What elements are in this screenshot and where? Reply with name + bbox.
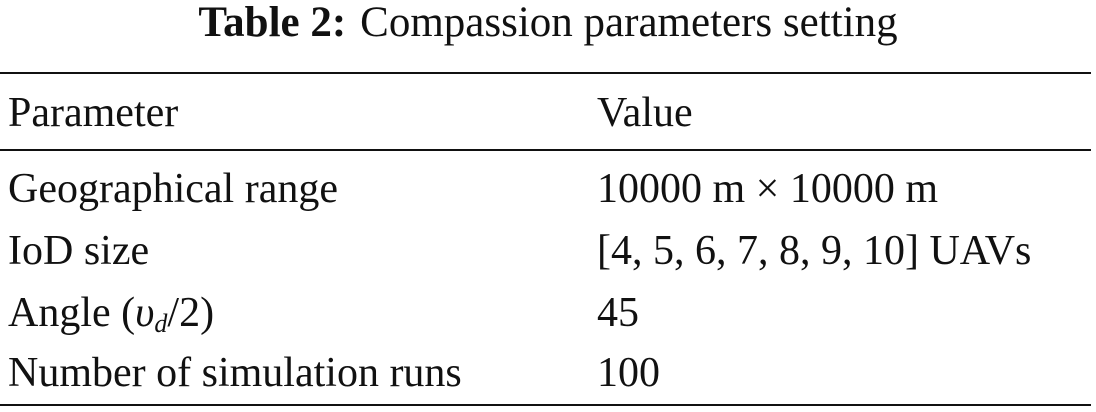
header-cell: Value: [597, 90, 693, 136]
top-rule: [0, 72, 1091, 74]
table-cell: IoD size: [8, 228, 150, 274]
caption-text: Compassion parameters setting: [360, 0, 898, 46]
bottom-rule: [0, 404, 1091, 406]
caption-label: Table 2:: [198, 0, 347, 46]
cell-part: /2): [167, 290, 215, 336]
table-caption: Table 2: Compassion parameters setting: [0, 0, 1096, 46]
mid-rule: [0, 149, 1091, 151]
cell-part: υ: [135, 290, 155, 336]
table-cell: [4, 5, 6, 7, 8, 9, 10] UAVs: [597, 228, 1032, 274]
table-cell: 45: [597, 290, 639, 336]
table-cell: 100: [597, 350, 660, 396]
cell-part: d: [154, 309, 168, 338]
table-cell: Number of simulation runs: [8, 350, 462, 396]
cell-part: Angle (: [8, 290, 136, 336]
table-cell: Angle (υd/2): [8, 290, 214, 347]
table-cell: Geographical range: [8, 166, 338, 212]
header-cell: Parameter: [8, 90, 179, 136]
table-cell: 10000 m × 10000 m: [597, 166, 939, 212]
